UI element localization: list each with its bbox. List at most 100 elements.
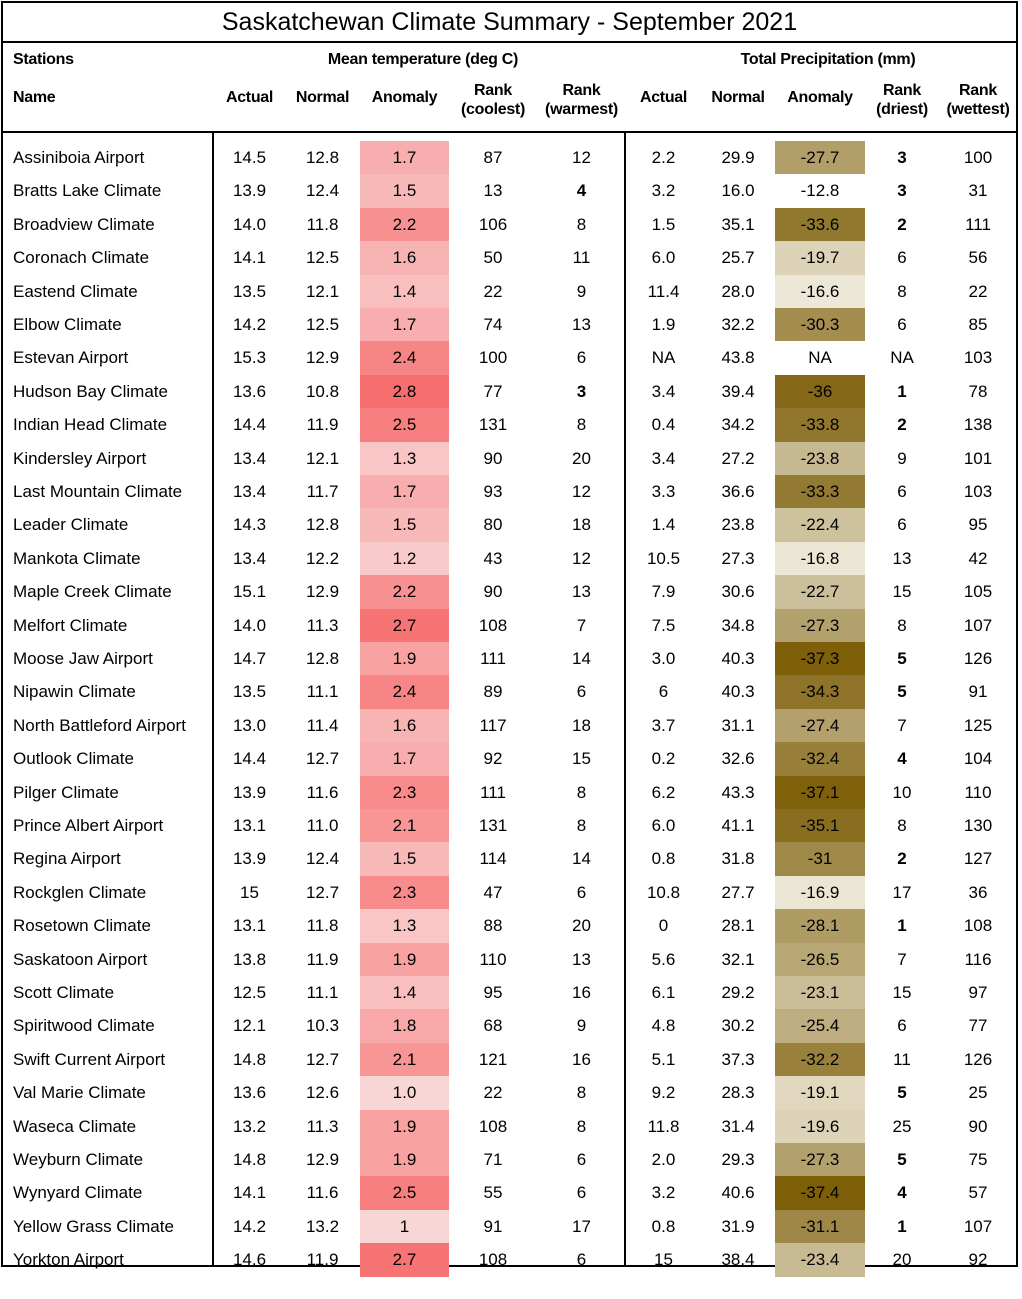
cell-name: Regina Airport	[13, 849, 121, 869]
cell-t_rank_cool: 80	[483, 515, 503, 535]
cell-t_rank_cool: 22	[483, 1083, 503, 1103]
cell-t_rank_warm: 16	[572, 1049, 591, 1069]
cell-p_anom: -27.3	[775, 608, 865, 642]
cell-t_actual: 13.1	[232, 816, 267, 835]
cell-t_rank_warm: 13	[572, 315, 591, 334]
cell-t_actual: 12.5	[232, 983, 267, 1002]
cell-p_anom: -37.3	[775, 642, 865, 676]
cell-t_rank_warm: 6	[576, 348, 587, 368]
cell-t_normal: 11.9	[306, 949, 339, 969]
cell-p_actual: 10.8	[646, 882, 681, 902]
cell-t_normal: 10.3	[305, 1016, 340, 1036]
cell-p_anom: -27.3	[775, 1143, 865, 1177]
cell-name: Mankota Climate	[13, 548, 141, 568]
cell-t_rank_cool: 121	[478, 1049, 508, 1069]
table-row: Indian Head Climate 14.4 11.9 2.5 131 8 0.4 34.…	[3, 408, 1016, 442]
cell-t_rank_warm: 18	[572, 715, 591, 735]
cell-t_rank_warm: 8	[576, 782, 587, 802]
cell-t_actual: 14.2	[232, 1216, 267, 1236]
column-divider	[624, 133, 626, 1267]
cell-t_rank_warm: 3	[576, 381, 587, 401]
cell-p_normal: 36.6	[721, 482, 755, 501]
cell-t_anom: 1.7	[360, 308, 449, 342]
table-row: Coronach Climate 14.1 12.5 1.6 50 11 6.0 25.7 -1…	[3, 241, 1016, 275]
cell-p_actual: 6.0	[651, 248, 676, 268]
cell-p_rank_dry: 6	[897, 248, 907, 268]
cell-t_actual: 15.3	[232, 348, 267, 368]
cell-p_rank_dry: 20	[892, 1250, 912, 1270]
cell-t_normal: 12.8	[305, 515, 340, 535]
cell-p_normal: 28.3	[721, 1083, 755, 1103]
cell-p_actual: 4.8	[651, 1016, 676, 1036]
cell-t_anom: 1.8	[360, 1009, 449, 1043]
cell-p_rank_wet: 56	[968, 248, 988, 268]
cell-p_actual: 1.4	[651, 515, 676, 535]
cell-t_rank_cool: 43	[483, 548, 503, 568]
cell-name: Scott Climate	[13, 983, 115, 1002]
cell-p_normal: 39.4	[721, 381, 755, 401]
table-row: Val Marie Climate 13.6 12.6 1.0 22 8 9.2 28.3 -1…	[3, 1076, 1016, 1110]
cell-p_rank_dry: 6	[897, 482, 907, 501]
cell-t_rank_warm: 6	[576, 1250, 587, 1270]
cell-t_actual: 13.5	[232, 281, 267, 301]
cell-t_actual: 14.7	[232, 649, 267, 668]
cell-t_normal: 12.9	[305, 1150, 340, 1169]
cell-t_actual: 14.2	[232, 315, 267, 334]
cell-t_normal: 12.1	[305, 281, 340, 301]
cell-p_anom: -28.1	[775, 909, 865, 943]
cell-t_normal: 12.1	[305, 448, 340, 468]
cell-t_rank_warm: 12	[572, 148, 591, 167]
cell-t_anom: 1.5	[360, 174, 449, 208]
cell-p_normal: 35.1	[721, 214, 755, 234]
cell-t_normal: 11.9	[306, 1250, 339, 1270]
cell-t_anom: 1.2	[360, 541, 449, 576]
cell-p_actual: 0	[658, 916, 669, 936]
cell-name: Last Mountain Climate	[13, 482, 183, 501]
cell-t_rank_warm: 4	[576, 181, 587, 201]
cell-p_actual: 3.4	[651, 381, 676, 401]
cell-p_actual: 5.6	[651, 949, 676, 969]
cell-t_rank_cool: 90	[483, 448, 503, 468]
cell-t_rank_cool: 114	[479, 849, 507, 869]
cell-t_rank_cool: 77	[483, 381, 503, 401]
table-row: Waseca Climate 13.2 11.3 1.9 108 8 11.8 31.4 -19…	[3, 1109, 1016, 1143]
cell-t_actual: 14.4	[232, 749, 267, 769]
cell-p_actual: 11.8	[647, 1116, 680, 1136]
header-group-temperature: Mean temperature (deg C)	[327, 51, 519, 68]
cell-p_rank_dry: 13	[892, 548, 912, 568]
cell-p_rank_dry: 8	[897, 816, 907, 835]
cell-p_rank_wet: 100	[963, 148, 993, 167]
cell-t_anom: 2.1	[360, 1042, 449, 1077]
cell-t_rank_warm: 18	[572, 515, 591, 535]
page-title: Saskatchewan Climate Summary - September…	[3, 3, 1016, 43]
cell-t_actual: 13.9	[232, 782, 267, 802]
cell-t_anom: 1.4	[360, 976, 449, 1010]
cell-p_rank_dry: 6	[897, 315, 907, 334]
cell-p_anom: -19.1	[775, 1076, 865, 1110]
cell-t_anom: 1.6	[360, 241, 449, 275]
cell-t_actual: 12.1	[232, 1016, 267, 1036]
cell-t_rank_warm: 8	[576, 1083, 587, 1103]
cell-t_anom: 1.7	[360, 141, 449, 175]
cell-t_rank_warm: 6	[576, 1183, 587, 1203]
cell-t_actual: 13.2	[232, 1116, 267, 1136]
cell-t_anom: 2.3	[360, 775, 449, 809]
column-header-row: Name Actual Normal Anomaly Rank (coolest) Rank…	[3, 75, 1016, 133]
cell-t_rank_cool: 68	[483, 1016, 503, 1036]
cell-t_rank_warm: 17	[572, 1216, 591, 1236]
column-header-p_actual: Actual	[639, 89, 688, 106]
cell-name: Leader Climate	[13, 515, 129, 535]
cell-t_rank_cool: 22	[483, 281, 503, 301]
cell-p_rank_wet: 25	[968, 1083, 988, 1103]
cell-t_anom: 2.7	[360, 1243, 449, 1277]
cell-t_normal: 11.7	[306, 482, 339, 501]
cell-p_anom: -36	[775, 374, 865, 409]
cell-name: Yellow Grass Climate	[13, 1216, 174, 1236]
cell-p_normal: 43.8	[721, 348, 755, 368]
table-row: Spiritwood Climate 12.1 10.3 1.8 68 9 4.8 30.2-…	[3, 1009, 1016, 1043]
cell-t_anom: 2.4	[360, 341, 449, 375]
cell-p_rank_wet: 126	[963, 1049, 993, 1069]
cell-t_rank_cool: 90	[483, 582, 503, 602]
cell-t_rank_cool: 111	[480, 782, 506, 802]
cell-p_rank_dry: 10	[892, 782, 912, 802]
